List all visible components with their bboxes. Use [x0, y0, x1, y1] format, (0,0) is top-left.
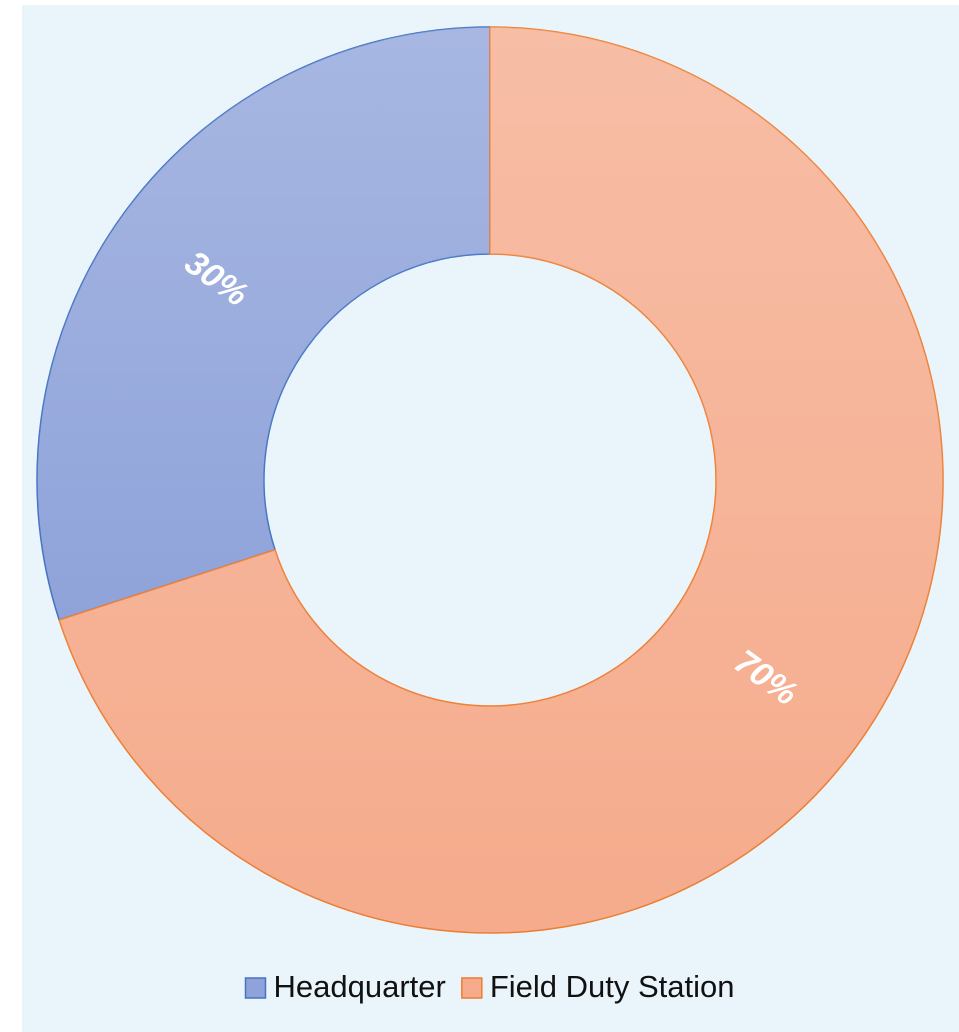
- legend-swatch: [244, 977, 267, 999]
- legend-label: Headquarter: [273, 969, 445, 1004]
- slices: [36, 26, 944, 934]
- slice-shade: [59, 27, 944, 933]
- legend-swatch: [461, 977, 483, 999]
- legend-label: Field Duty Station: [490, 969, 735, 1004]
- legend: Headquarter Field Duty Station: [244, 969, 735, 1004]
- slice-shade: [36, 27, 490, 620]
